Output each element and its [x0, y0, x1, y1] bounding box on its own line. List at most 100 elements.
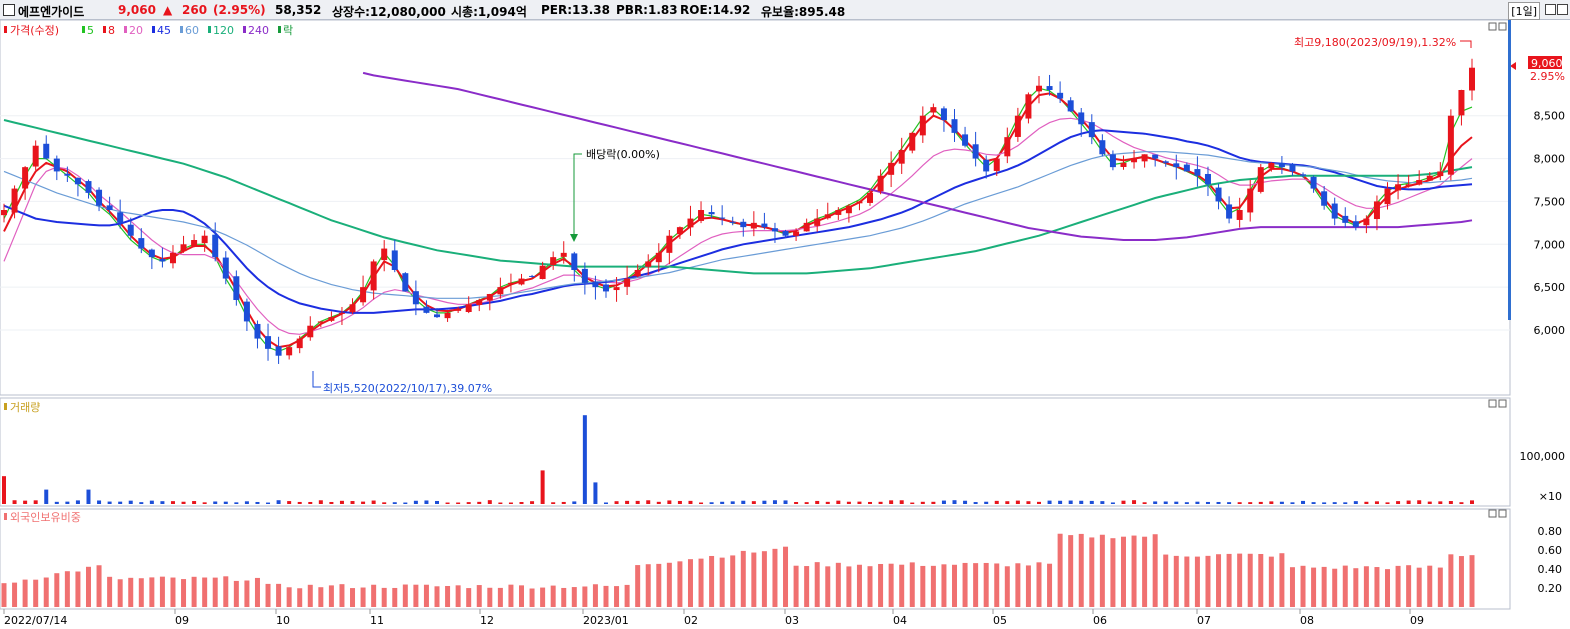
volume-bar	[635, 500, 640, 504]
foreign-legend: 외국인보유비중	[4, 511, 81, 524]
foreign-ratio-bar	[138, 578, 144, 607]
foreign-ratio-bar	[804, 566, 810, 607]
volume-bar	[33, 500, 38, 504]
foreign-ratio-bar	[1152, 534, 1158, 607]
foreign-ratio-bar	[994, 563, 1000, 607]
foreign-ratio-bar	[835, 562, 841, 607]
candle-body	[370, 261, 377, 291]
volume-bar	[572, 501, 577, 504]
ma-legend-swatch	[103, 26, 106, 33]
volume-bar	[1427, 501, 1432, 504]
scroll-indicator[interactable]	[1508, 20, 1511, 320]
maximize-icon[interactable]	[1545, 4, 1556, 15]
x-tick-label: 09	[175, 614, 189, 627]
volume-bar	[1470, 500, 1474, 504]
foreign-ratio-bar	[614, 586, 620, 607]
high-marker	[1460, 40, 1472, 48]
volume-bar	[899, 500, 904, 504]
volume-bar	[1311, 502, 1316, 504]
ma-line-240	[362, 71, 1473, 241]
ma-line-45	[3, 129, 1473, 314]
foreign-ratio-bar	[1, 583, 7, 607]
volume-bar	[1258, 501, 1263, 504]
volume-bar	[1290, 502, 1295, 504]
candle-body	[296, 338, 303, 349]
x-tick-label: 12	[480, 614, 494, 627]
ma-legend-swatch	[208, 26, 211, 33]
foreign-ratio-bar	[128, 577, 134, 607]
volume-bar	[54, 501, 59, 504]
volume-bar	[1396, 501, 1401, 504]
period-selector[interactable]: [1일]	[1508, 2, 1540, 20]
candle-body	[1300, 174, 1307, 176]
close-icon[interactable]	[1557, 4, 1568, 15]
x-tick-label: 07	[1197, 614, 1211, 627]
candle-body	[1, 210, 7, 216]
foreign-ratio-bar	[550, 585, 556, 607]
volume-bar	[118, 501, 123, 504]
volume-bar	[1227, 502, 1232, 504]
candle-body	[201, 235, 208, 244]
candle-body	[222, 257, 229, 279]
volume-bar	[223, 501, 228, 504]
volume-bar	[667, 500, 672, 504]
foreign-ratio-bar	[698, 558, 704, 607]
candle-body	[782, 230, 789, 236]
current-price: 9,060	[118, 3, 156, 17]
volume-bar	[1374, 501, 1379, 504]
foreign-ratio-bar	[909, 562, 915, 607]
candle-body	[676, 227, 683, 235]
candle-body	[1310, 176, 1317, 189]
price-change: 260	[182, 3, 208, 17]
candle-body	[465, 304, 472, 312]
foreign-ratio-bar	[159, 576, 165, 607]
foreign-ratio-bar	[276, 583, 282, 607]
candle-body	[793, 231, 800, 236]
foreign-ratio-bar	[952, 564, 958, 607]
candle-body	[1078, 112, 1085, 125]
panel-buttons[interactable]	[1488, 22, 1507, 518]
low-annotation: 최저5,520(2022/10/17),39.07%	[323, 382, 492, 395]
foreign-ratio-bar	[1437, 567, 1443, 607]
candle-body	[1247, 188, 1254, 213]
foreign-ratio-bar	[878, 563, 884, 607]
foreign-ratio-bar	[1300, 565, 1306, 607]
volume-bar	[2, 476, 6, 504]
foreign-ratio-bar	[1342, 565, 1348, 607]
volume-bar	[1237, 502, 1242, 504]
candle-body	[867, 192, 874, 203]
candle-body	[1183, 164, 1190, 172]
foreign-ratio-bar	[1279, 553, 1285, 607]
stock-name: 에프엔가이드	[18, 5, 85, 19]
foreign-ratio-bar	[434, 586, 440, 607]
price-tick-label: 6,000	[1534, 324, 1566, 337]
volume-tick-label: 100,000	[1520, 450, 1566, 463]
candle-body	[486, 294, 493, 301]
foreign-ratio-bar	[54, 573, 60, 607]
volume-bar	[1205, 501, 1210, 504]
select-checkbox[interactable]	[3, 4, 15, 16]
volume-bar	[1417, 500, 1422, 504]
volume-bar	[1438, 501, 1443, 504]
foreign-ratio-bar	[582, 586, 588, 607]
last-pct-label: 2.95%	[1530, 70, 1565, 83]
foreign-ratio-bar	[107, 576, 113, 607]
volume-bar	[1343, 502, 1348, 504]
volume-bar	[1058, 500, 1063, 504]
volume-bar	[889, 500, 894, 504]
volume-bar	[1174, 501, 1179, 504]
last-price-label: 9,060	[1531, 57, 1563, 70]
candle-body	[560, 252, 567, 257]
foreign-ratio-bar	[254, 577, 260, 607]
volume-bar	[1163, 501, 1168, 504]
volume-bar	[202, 502, 207, 504]
candle-body	[1141, 154, 1148, 162]
foreign-ratio-bar	[730, 555, 736, 607]
volume-bar	[709, 502, 714, 504]
foreign-ratio-bar	[233, 580, 239, 607]
roe-value: ROE:14.92	[680, 3, 751, 17]
candle-body	[1088, 122, 1095, 138]
candle-body	[22, 167, 29, 189]
volume-bar	[23, 500, 28, 504]
candle-body	[655, 252, 662, 263]
